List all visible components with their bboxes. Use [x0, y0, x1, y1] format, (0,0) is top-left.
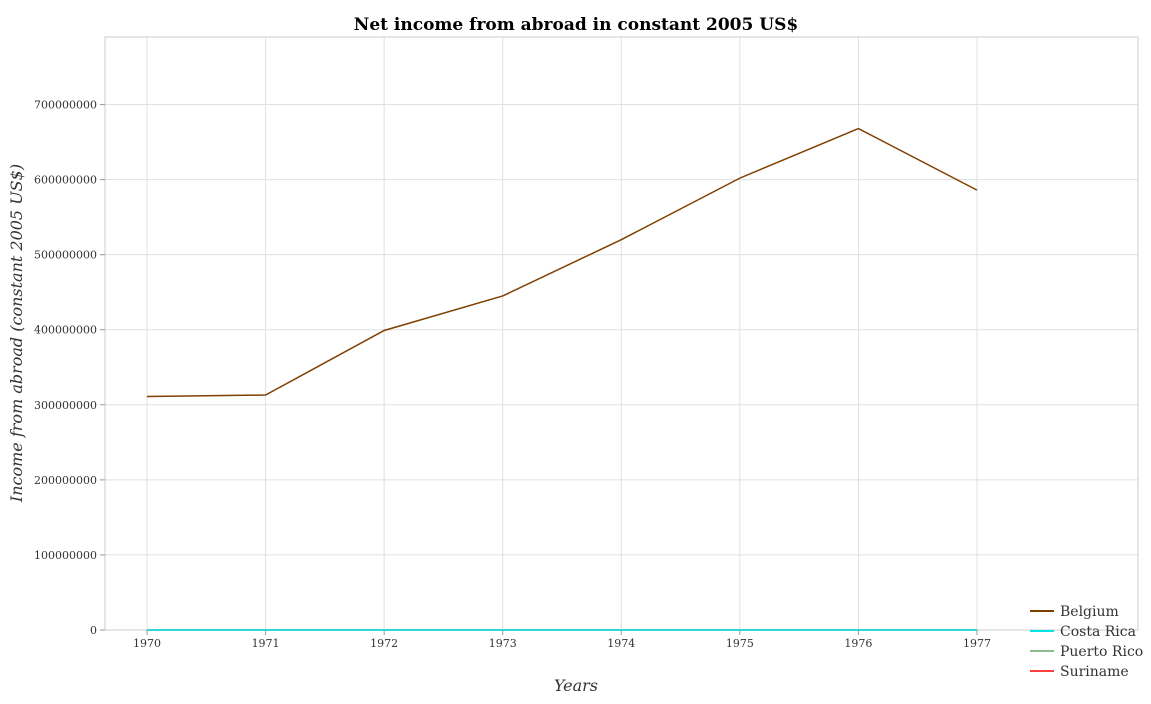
x-axis-ticks: 1970 1971 1972 1973 1974 1975 1976 1977 [133, 630, 991, 650]
x-tick-label: 1974 [607, 637, 635, 650]
y-tick-label: 100000000 [34, 549, 97, 562]
legend-label: Puerto Rico [1060, 644, 1143, 660]
y-tick-label: 700000000 [34, 99, 97, 112]
y-tick-label: 0 [90, 624, 97, 637]
x-axis-label: Years [554, 676, 598, 695]
y-tick-label: 200000000 [34, 474, 97, 487]
legend-label: Costa Rica [1060, 624, 1136, 640]
chart-title: Net income from abroad in constant 2005 … [354, 15, 798, 35]
x-tick-label: 1970 [133, 637, 161, 650]
y-tick-label: 500000000 [34, 249, 97, 262]
x-tick-label: 1971 [252, 637, 280, 650]
grid [105, 37, 1138, 630]
legend-label: Suriname [1060, 664, 1129, 680]
x-tick-label: 1972 [370, 637, 398, 650]
x-tick-label: 1973 [489, 637, 517, 650]
legend: Belgium Costa Rica Puerto Rico Suriname [1030, 604, 1143, 680]
x-tick-label: 1975 [726, 637, 754, 650]
y-tick-label: 300000000 [34, 399, 97, 412]
y-axis-ticks: 0 100000000 200000000 300000000 400000000 500… [34, 99, 105, 637]
series-line-belgium [147, 129, 977, 397]
y-axis-label: Income from abroad (constant 2005 US$) [7, 164, 26, 503]
legend-label: Belgium [1060, 604, 1119, 620]
x-tick-label: 1977 [963, 637, 991, 650]
y-tick-label: 600000000 [34, 174, 97, 187]
x-tick-label: 1976 [844, 637, 872, 650]
y-tick-label: 400000000 [34, 324, 97, 337]
